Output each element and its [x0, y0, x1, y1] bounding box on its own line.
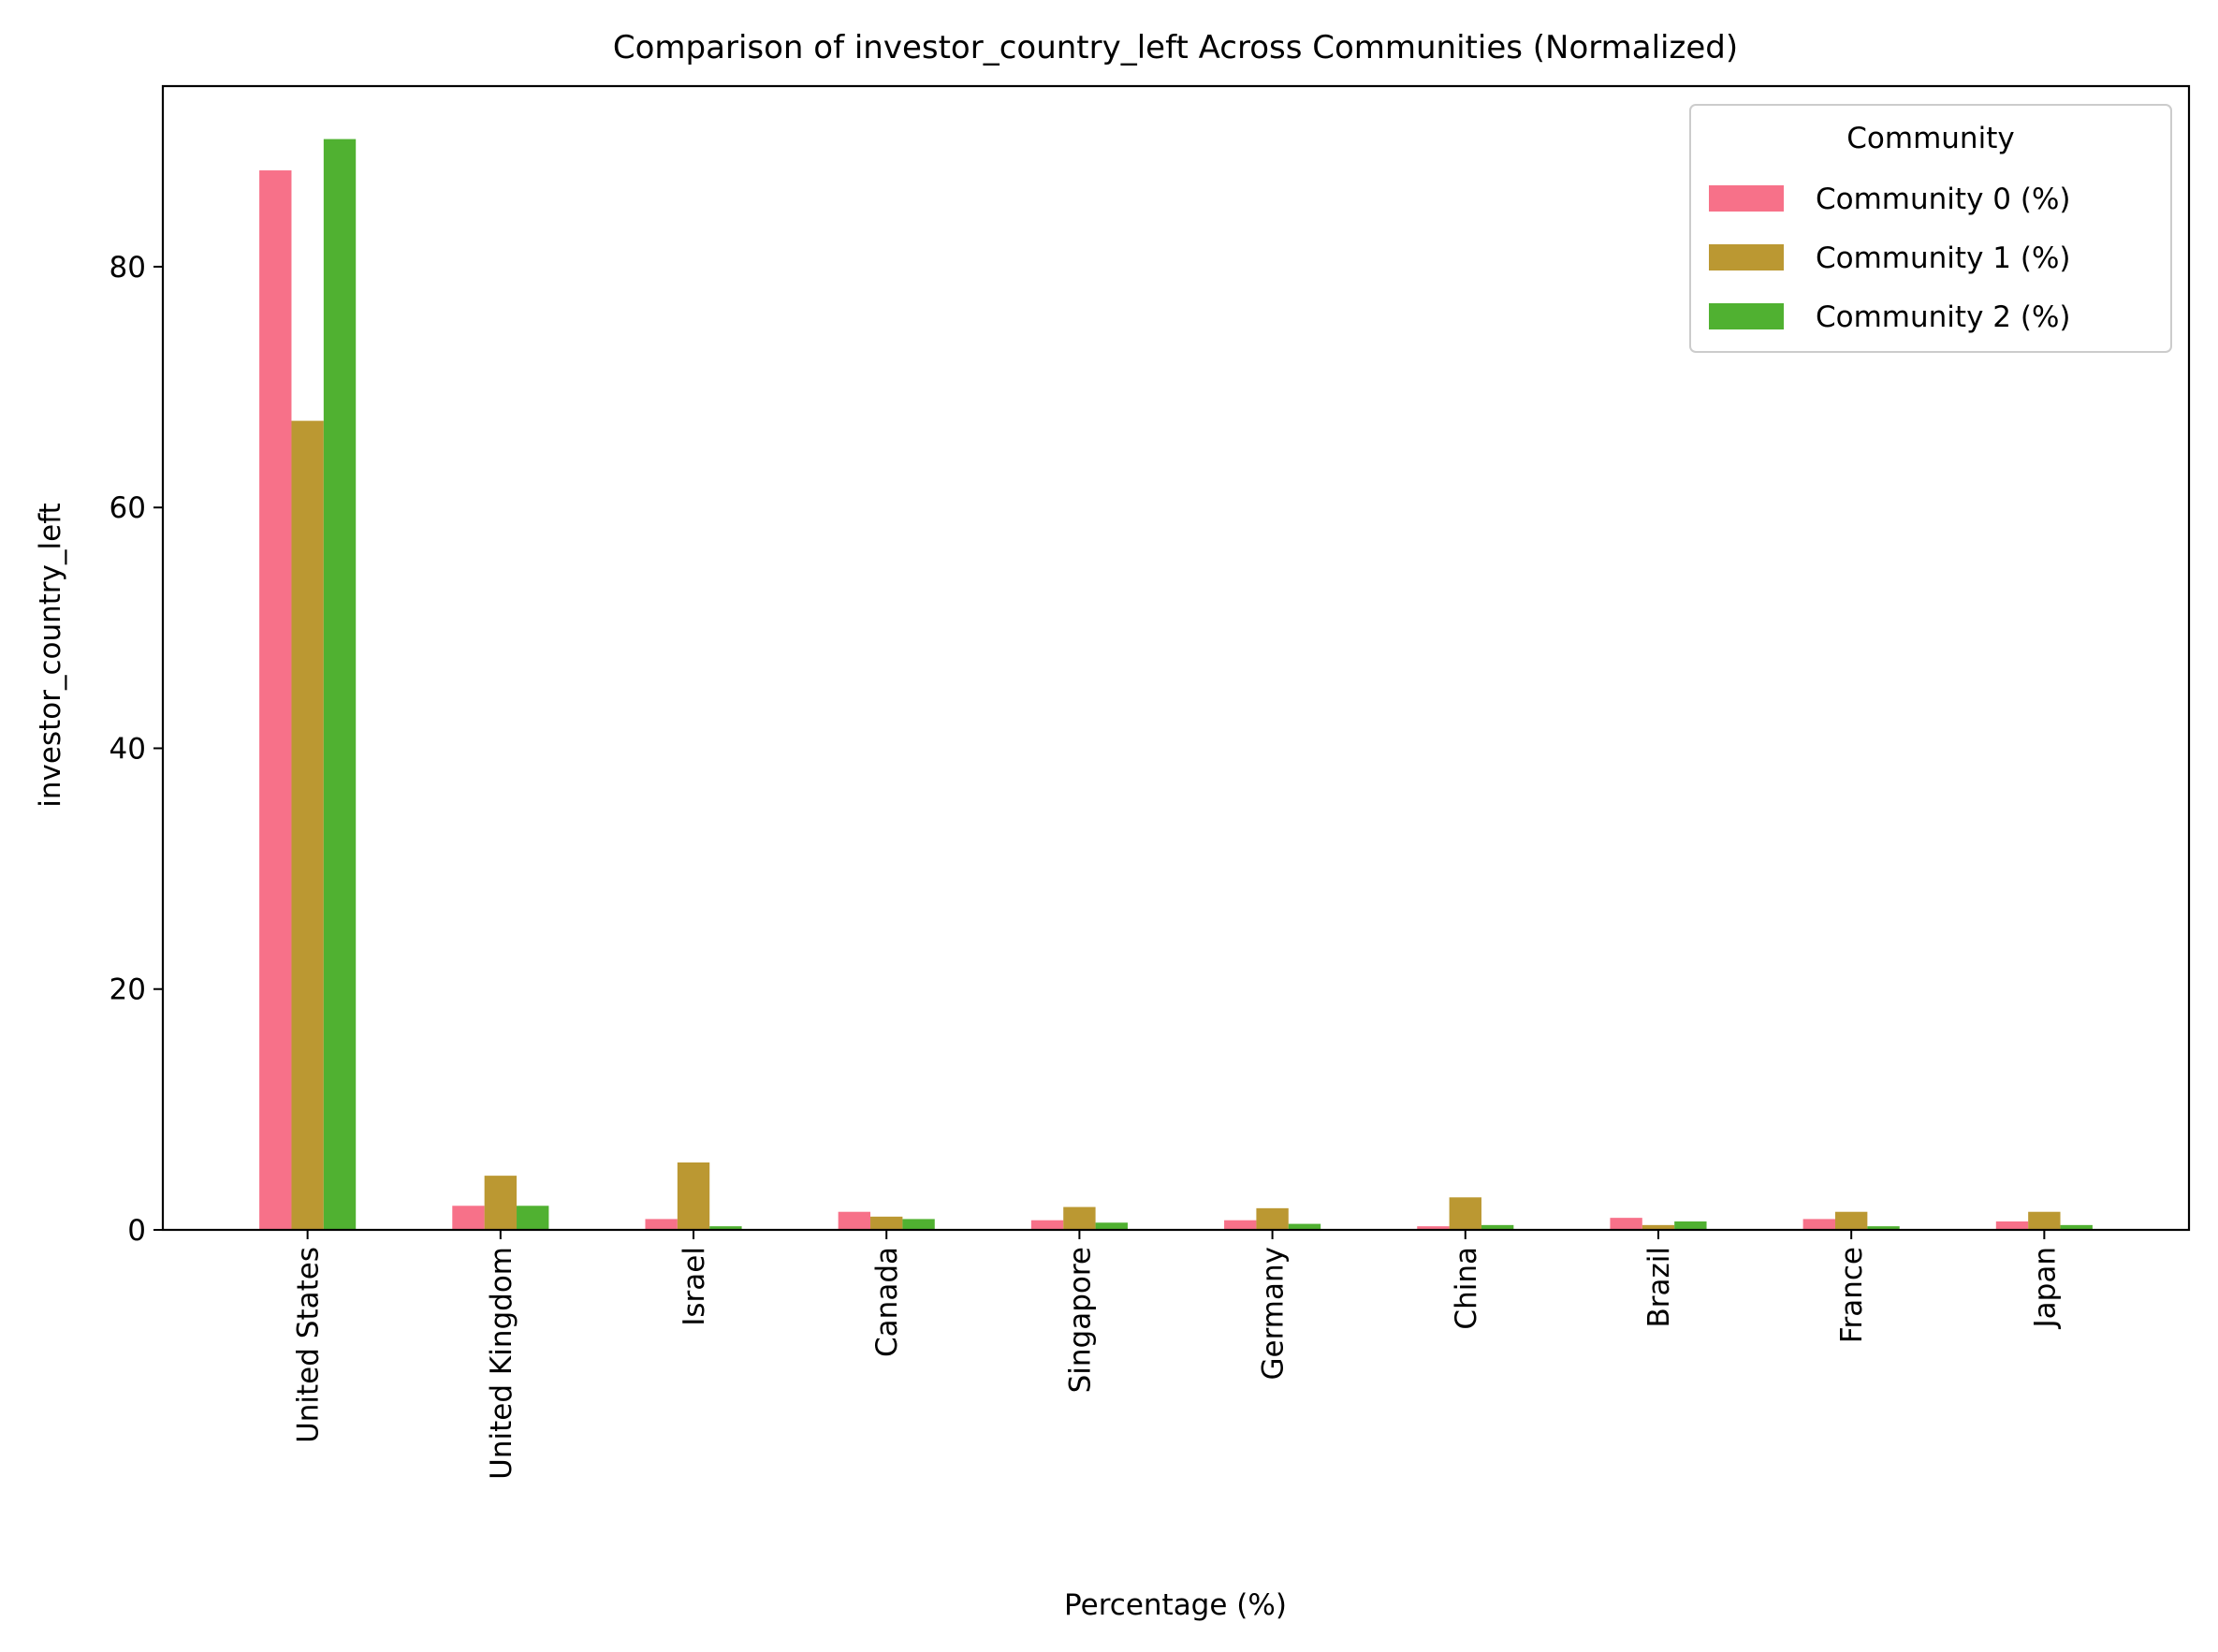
- legend-swatch-1: [1709, 244, 1784, 270]
- bar-series-0-united-kingdom: [452, 1206, 485, 1230]
- x-axis: United States United Kingdom Israel Canada S…: [292, 1230, 2062, 1480]
- bar-series-0-canada: [838, 1211, 871, 1230]
- bar-series-1-singapore: [1063, 1206, 1096, 1230]
- bar-series-2-israel: [709, 1226, 742, 1230]
- x-tick-label-united-kingdom: United Kingdom: [485, 1247, 518, 1480]
- legend-entries: Community 0 (%) Community 1 (%) Community …: [1709, 183, 2071, 334]
- x-tick-label-china: China: [1450, 1247, 1483, 1330]
- legend-title: Community: [1846, 122, 2014, 155]
- bar-series-1-canada: [870, 1216, 903, 1230]
- x-tick-label-germany: Germany: [1257, 1247, 1291, 1380]
- bar-series-2-united-kingdom: [517, 1206, 549, 1230]
- legend-swatch-2: [1709, 303, 1784, 329]
- x-tick-label-japan: Japan: [2028, 1247, 2062, 1329]
- x-axis-label: Percentage (%): [1064, 1588, 1287, 1622]
- bar-series-2-singapore: [1095, 1222, 1128, 1230]
- bar-series-2-france: [1867, 1226, 1900, 1230]
- bar-series-1-china: [1449, 1197, 1481, 1230]
- x-tick-label-canada: Canada: [870, 1247, 904, 1357]
- x-tick-label-brazil: Brazil: [1642, 1247, 1676, 1328]
- bars-group: [259, 139, 2093, 1231]
- legend-label-2: Community 2 (%): [1816, 300, 2071, 334]
- x-tick-label-israel: Israel: [678, 1247, 711, 1326]
- plot-frame: [161, 84, 2191, 1232]
- y-tick-label: 20: [109, 973, 146, 1007]
- legend-swatch-0: [1709, 185, 1784, 212]
- x-tick-label-united-states: United States: [292, 1247, 326, 1443]
- bar-series-2-brazil: [1674, 1221, 1707, 1230]
- bar-series-0-israel: [645, 1219, 678, 1230]
- legend: Community Community 0 (%) Community 1 (%)…: [1689, 104, 2172, 353]
- bar-series-0-brazil: [1610, 1218, 1642, 1230]
- legend-label-0: Community 0 (%): [1816, 183, 2071, 216]
- bar-series-0-japan: [1995, 1221, 2029, 1230]
- y-tick-label: 60: [109, 491, 146, 525]
- bar-series-2-germany: [1288, 1223, 1321, 1230]
- bar-series-1-brazil: [1642, 1224, 1675, 1230]
- bar-series-1-united-states: [291, 420, 324, 1231]
- bar-series-2-japan: [2060, 1224, 2093, 1230]
- bar-series-0-france: [1802, 1219, 1835, 1230]
- bar-series-1-germany: [1256, 1207, 1289, 1230]
- bar-series-2-canada: [902, 1219, 935, 1230]
- y-tick-label: 80: [109, 251, 146, 285]
- bar-series-1-france: [1834, 1211, 1868, 1230]
- bar-series-1-united-kingdom: [484, 1176, 518, 1230]
- y-tick-label: 0: [127, 1214, 146, 1248]
- bar-series-0-china: [1417, 1226, 1450, 1230]
- bar-series-0-singapore: [1030, 1220, 1064, 1230]
- chart-title: Comparison of investor_country_left Acro…: [613, 29, 1738, 66]
- bar-series-1-japan: [2028, 1211, 2061, 1230]
- x-tick-label-france: France: [1835, 1247, 1869, 1343]
- bar-series-2-united-states: [323, 139, 357, 1231]
- x-tick-label-singapore: Singapore: [1063, 1247, 1097, 1393]
- bar-series-1-israel: [677, 1162, 710, 1230]
- legend-frame: [1689, 104, 2172, 353]
- legend-label-1: Community 1 (%): [1816, 241, 2071, 275]
- y-axis-label: investor_country_left: [34, 503, 67, 807]
- bar-series-0-united-states: [259, 170, 292, 1230]
- bar-series-0-germany: [1224, 1220, 1257, 1230]
- bar-series-2-china: [1481, 1224, 1514, 1230]
- y-axis: 0 20 40 60 80: [109, 251, 163, 1248]
- y-tick-label: 40: [109, 732, 146, 766]
